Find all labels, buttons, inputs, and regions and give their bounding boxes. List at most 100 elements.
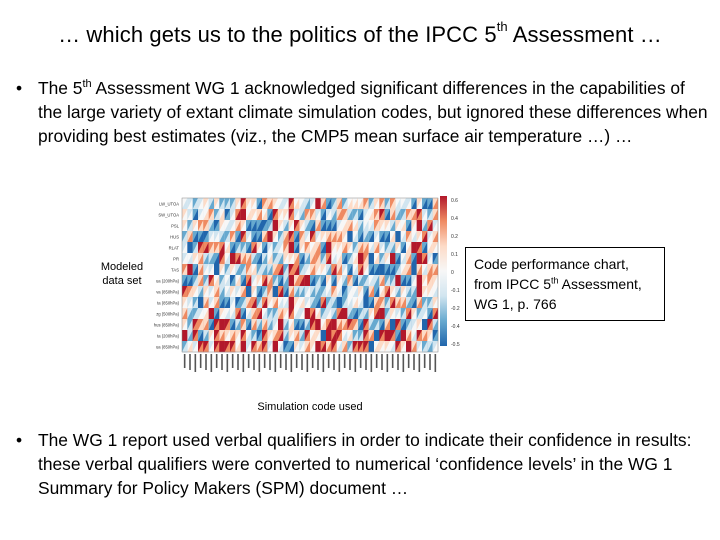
heatmap-cell-triangle xyxy=(182,286,188,297)
heatmap-cell-triangle xyxy=(374,286,380,297)
colorbar-tick-label: 0.1 xyxy=(451,252,458,258)
heatmap-cell-triangle xyxy=(432,275,438,286)
heatmap-cell-triangle xyxy=(395,231,401,242)
heatmap-cell-triangle xyxy=(331,198,337,209)
heatmap-cell-triangle xyxy=(208,297,214,308)
heatmap-cell-triangle xyxy=(363,341,369,352)
heatmap-cell-triangle xyxy=(416,242,422,253)
heatmap-cell-triangle xyxy=(294,286,300,297)
heatmap-cell-triangle xyxy=(294,209,300,220)
heatmap-cell-triangle xyxy=(278,319,284,330)
heatmap-cell-triangle xyxy=(395,319,401,330)
heatmap-cell-triangle xyxy=(203,209,209,220)
heatmap-cell-triangle xyxy=(406,209,412,220)
heatmap-cell-triangle xyxy=(416,209,422,220)
heatmap-cell-triangle xyxy=(224,253,230,264)
heatmap-cell-triangle xyxy=(208,220,214,231)
heatmap-cell-triangle xyxy=(342,341,348,352)
heatmap-cell-triangle xyxy=(315,198,321,209)
heatmap-cell-triangle xyxy=(358,341,364,352)
heatmap-cell-triangle xyxy=(203,308,209,319)
heatmap-cell-triangle xyxy=(315,253,321,264)
heatmap-cell-triangle xyxy=(427,231,433,242)
heatmap-cell-triangle xyxy=(251,297,257,308)
heatmap-cell-triangle xyxy=(400,198,406,209)
heatmap-cell-triangle xyxy=(310,330,316,341)
heatmap-cell-triangle xyxy=(406,308,412,319)
heatmap-cell-triangle xyxy=(256,253,262,264)
heatmap-cell-triangle xyxy=(416,341,422,352)
heatmap-cell-triangle xyxy=(235,319,241,330)
heatmap-cell-triangle xyxy=(224,198,230,209)
heatmap-cell-triangle xyxy=(416,286,422,297)
heatmap-cell-triangle xyxy=(422,275,428,286)
heatmap-cell-triangle xyxy=(432,341,438,352)
heatmap-cell-triangle xyxy=(203,275,209,286)
heatmap-cell-triangle xyxy=(294,253,300,264)
row-label: TAS xyxy=(171,268,179,273)
heatmap-cell-triangle xyxy=(374,220,380,231)
heatmap-cell-triangle xyxy=(240,220,246,231)
heatmap-cell-triangle xyxy=(331,341,337,352)
heatmap-cell-triangle xyxy=(379,253,385,264)
heatmap-cell-triangle xyxy=(208,286,214,297)
heatmap-cell-triangle xyxy=(347,220,353,231)
heatmap-cell-triangle xyxy=(203,330,209,341)
heatmap-cell-triangle xyxy=(331,253,337,264)
heatmap-cell-triangle xyxy=(395,253,401,264)
heatmap-cell-triangle xyxy=(331,220,337,231)
heatmap-cell-triangle xyxy=(224,242,230,253)
heatmap-cell-triangle xyxy=(427,220,433,231)
heatmap-cell-triangle xyxy=(427,275,433,286)
heatmap-cell-triangle xyxy=(310,264,316,275)
heatmap-cell-triangle xyxy=(256,264,262,275)
heatmap-cell-triangle xyxy=(347,209,353,220)
heatmap-cell-triangle xyxy=(235,308,241,319)
heatmap-cell-triangle xyxy=(390,242,396,253)
heatmap-cell-triangle xyxy=(358,231,364,242)
heatmap-cell-triangle xyxy=(251,198,257,209)
heatmap-cell-triangle xyxy=(294,242,300,253)
heatmap-cell-triangle xyxy=(187,341,193,352)
colorbar xyxy=(440,196,447,346)
heatmap-cell-triangle xyxy=(278,341,284,352)
heatmap-cell-triangle xyxy=(224,275,230,286)
heatmap-cell-triangle xyxy=(278,198,284,209)
heatmap-cell-triangle xyxy=(400,231,406,242)
row-label: va (850hPa) xyxy=(156,290,179,295)
heatmap-cell-triangle xyxy=(235,264,241,275)
heatmap-cell-triangle xyxy=(342,330,348,341)
heatmap-cell-triangle xyxy=(342,198,348,209)
heatmap-cell-triangle xyxy=(342,264,348,275)
heatmap-cell-triangle xyxy=(347,297,353,308)
heatmap-cell-triangle xyxy=(310,198,316,209)
heatmap-cell-triangle xyxy=(411,253,417,264)
heatmap-cell-triangle xyxy=(374,264,380,275)
heatmap-cell-triangle xyxy=(422,264,428,275)
heatmap-cell-triangle xyxy=(358,209,364,220)
row-label: HUS xyxy=(170,235,179,240)
heatmap-cell-triangle xyxy=(422,198,428,209)
heatmap-cell-triangle xyxy=(198,275,204,286)
heatmap-cell-triangle xyxy=(395,275,401,286)
heatmap-cell-triangle xyxy=(326,242,332,253)
heatmap-cell-triangle xyxy=(187,209,193,220)
heatmap-cell-triangle xyxy=(379,319,385,330)
heatmap-cell-triangle xyxy=(400,220,406,231)
heatmap-cell-triangle xyxy=(315,220,321,231)
heatmap-cell-triangle xyxy=(208,209,214,220)
heatmap-cell-triangle xyxy=(187,242,193,253)
heatmap-cell-triangle xyxy=(294,330,300,341)
heatmap-cell-triangle xyxy=(283,341,289,352)
heatmap-cell-triangle xyxy=(283,264,289,275)
heatmap-cell-triangle xyxy=(358,330,364,341)
colorbar-tick-label: 0 xyxy=(451,270,454,276)
heatmap-cell-triangle xyxy=(374,297,380,308)
heatmap-cell-triangle xyxy=(299,231,305,242)
heatmap-cell-triangle xyxy=(224,297,230,308)
heatmap-cell-triangle xyxy=(224,330,230,341)
heatmap-cell-triangle xyxy=(224,308,230,319)
heatmap-cell-triangle xyxy=(315,308,321,319)
heatmap-cell-triangle xyxy=(400,275,406,286)
heatmap-cell-triangle xyxy=(395,242,401,253)
